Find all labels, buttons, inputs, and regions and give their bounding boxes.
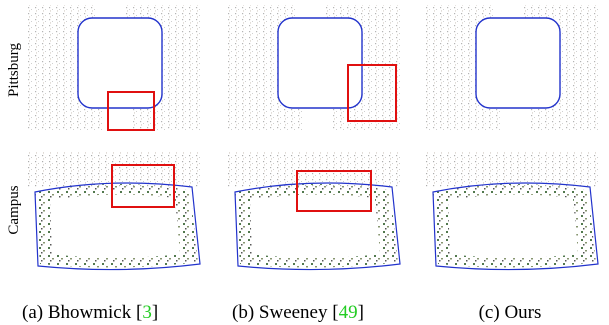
row-label: Pittsburg [6, 43, 22, 97]
caption: (a) Bhowmick [3] [22, 302, 158, 323]
caption: (c) Ours [479, 302, 542, 323]
panel-images [25, 0, 598, 270]
caption: (b) Sweeney [49] [232, 302, 364, 323]
figure: Pittsburg Campus (a) Bhowmick [3] (b) Sw… [0, 0, 609, 325]
row-label: Campus [6, 185, 22, 234]
